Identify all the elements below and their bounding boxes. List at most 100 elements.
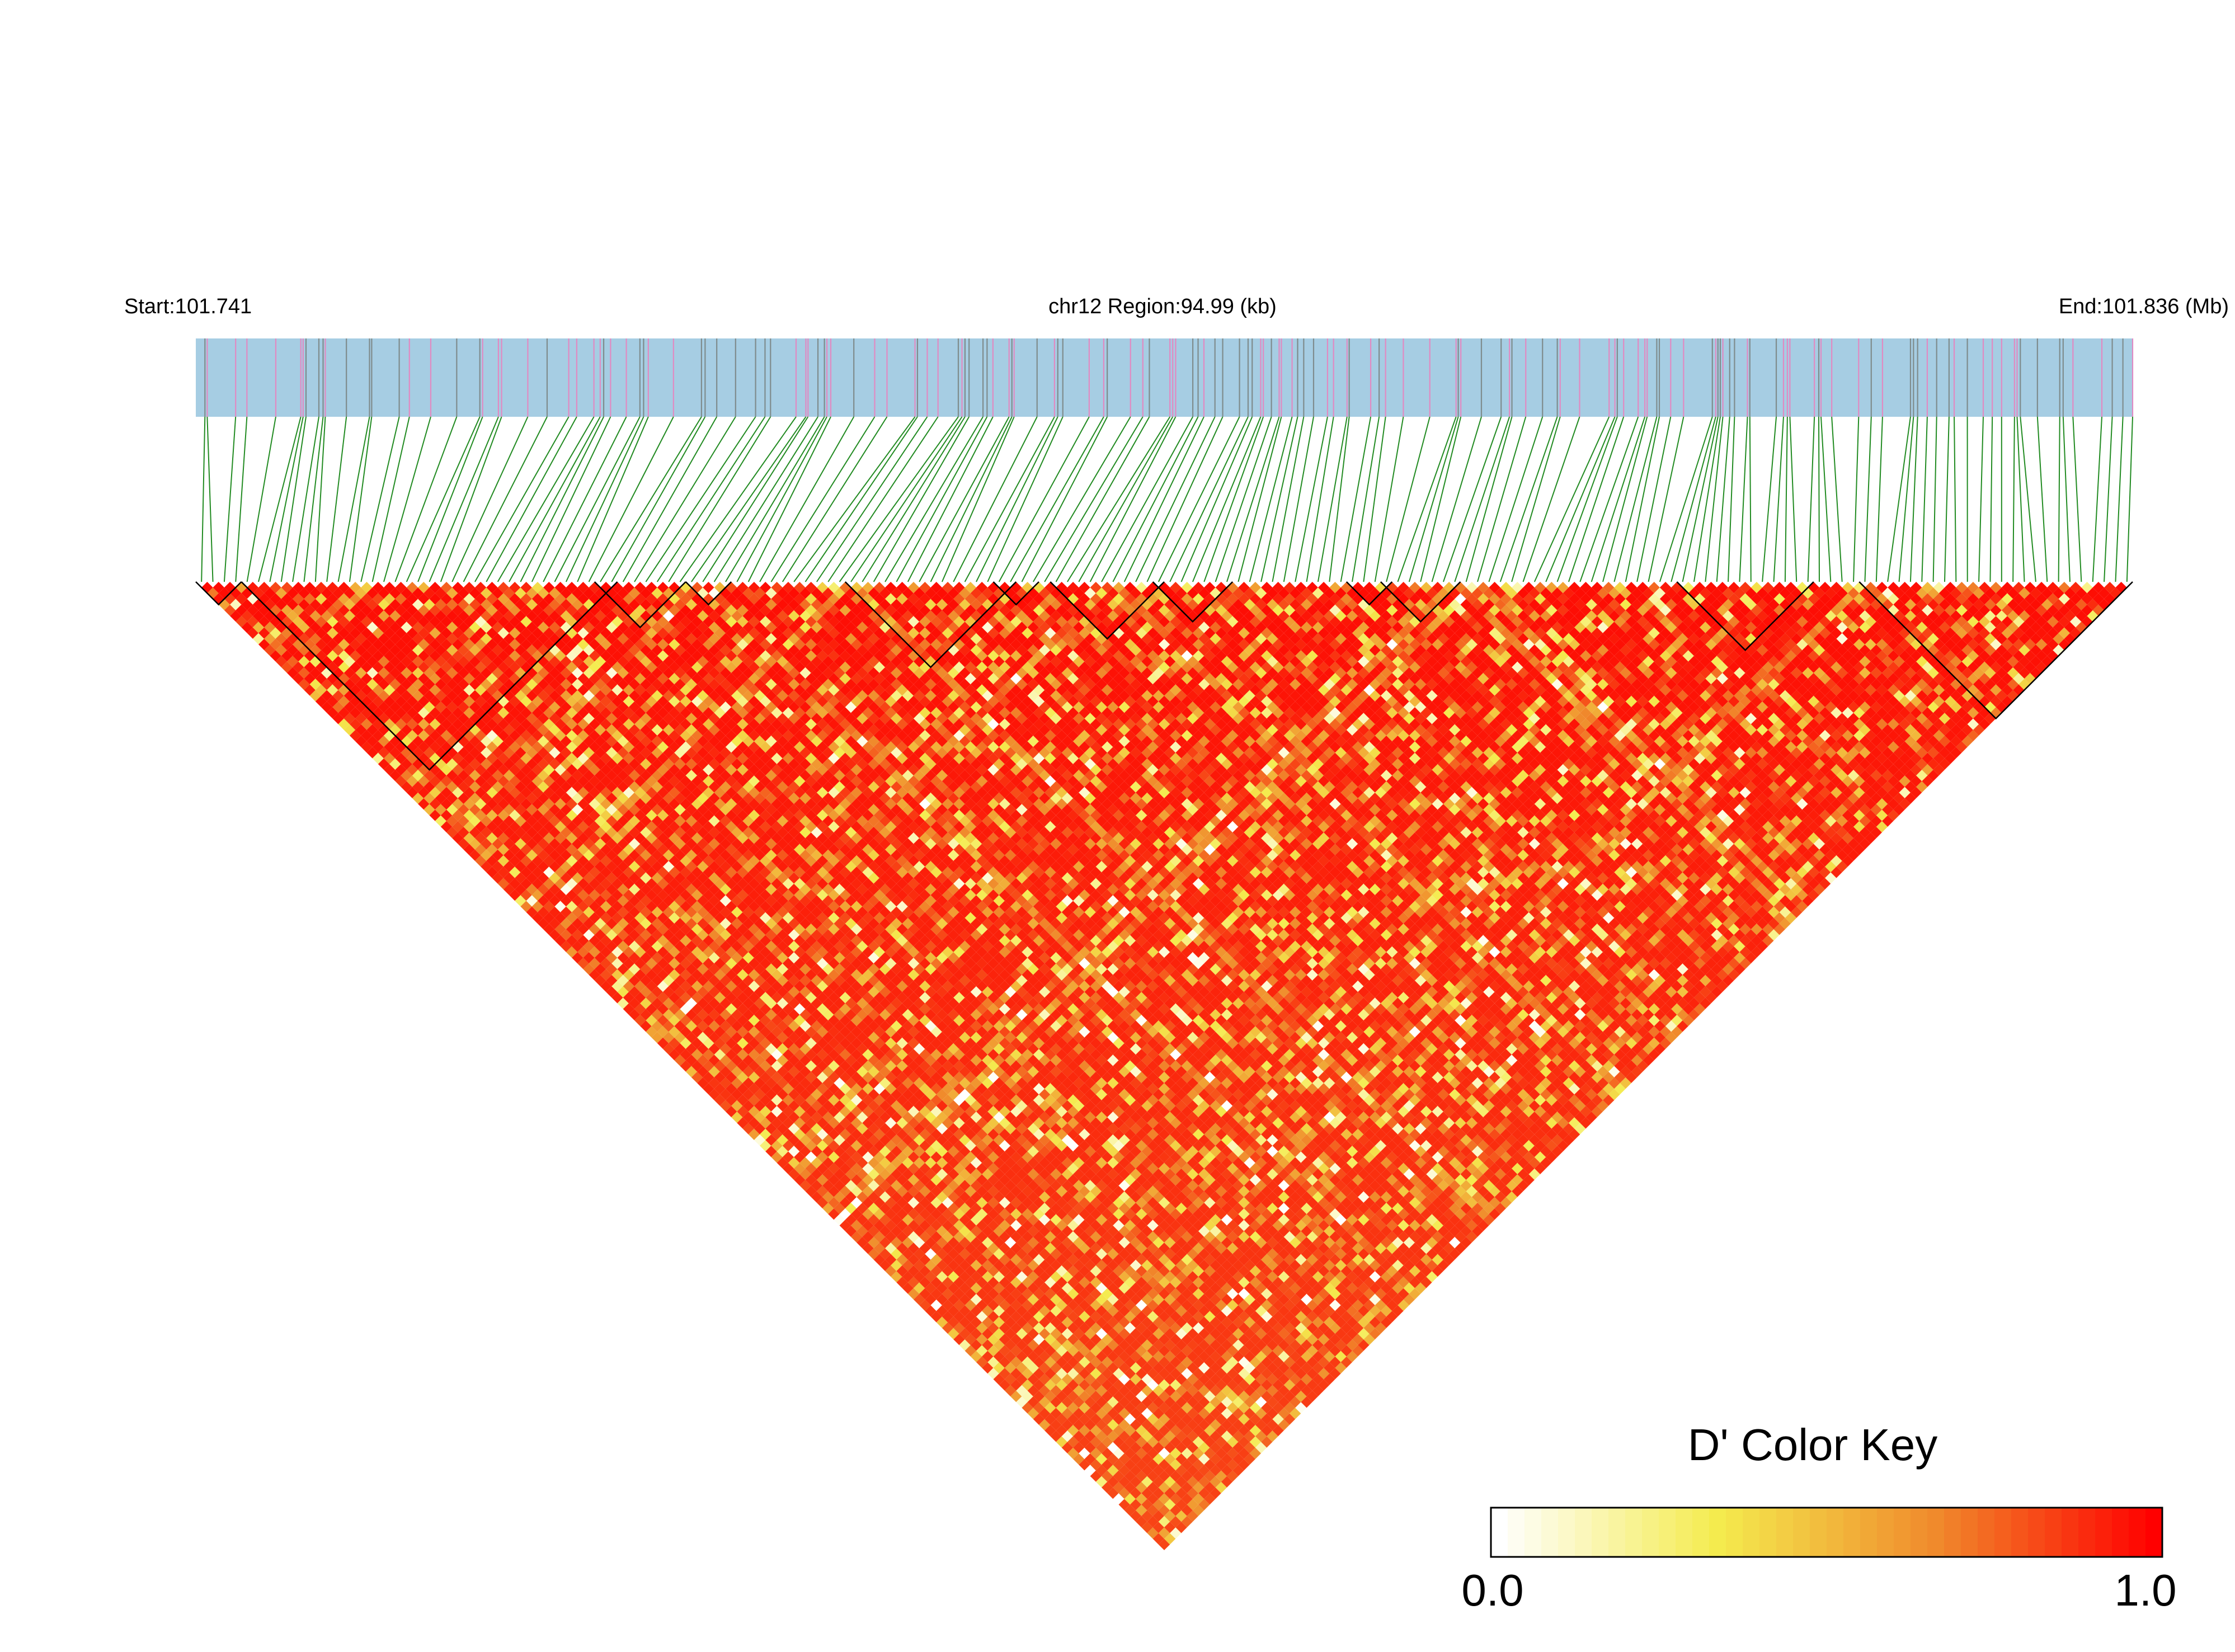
ld-cell xyxy=(725,1014,737,1027)
snp-connector xyxy=(1010,416,1104,582)
ld-cell xyxy=(252,610,265,622)
ld-cell xyxy=(925,1225,937,1237)
ld-cell xyxy=(492,838,504,850)
ld-cell xyxy=(1061,1328,1074,1340)
ld-cell xyxy=(1033,1413,1045,1425)
ld-cell xyxy=(919,1220,931,1231)
ld-cell xyxy=(583,940,595,952)
ld-cell xyxy=(1136,1402,1147,1414)
ld-cell xyxy=(907,1242,920,1254)
ld-cell xyxy=(1067,1390,1079,1402)
ld-cell xyxy=(896,1162,908,1174)
ld-cell xyxy=(1067,1334,1079,1345)
ld-cell xyxy=(879,1146,891,1157)
ld-cell xyxy=(794,1048,806,1061)
ld-cell xyxy=(1010,1356,1022,1368)
snp-connector xyxy=(725,416,825,582)
ld-cell xyxy=(418,661,430,673)
snp-connector xyxy=(1682,416,1719,582)
ld-cell xyxy=(959,1248,971,1260)
ld-cell xyxy=(885,1197,897,1209)
ld-cell xyxy=(241,610,253,622)
snp-connector xyxy=(1579,416,1639,582)
ld-cell xyxy=(651,975,663,986)
ld-cell xyxy=(1113,1390,1124,1402)
ld-cell xyxy=(543,901,555,912)
ld-cell xyxy=(526,838,538,850)
ld-cell xyxy=(982,1328,994,1340)
ld-cell xyxy=(891,1180,902,1192)
ld-cell xyxy=(366,690,378,702)
ld-cell xyxy=(907,1220,920,1231)
ld-cell xyxy=(828,1197,840,1209)
ld-cell xyxy=(919,1197,931,1209)
ld-cell xyxy=(1136,1481,1147,1494)
ld-cell xyxy=(1004,1362,1017,1374)
ld-cell xyxy=(850,1174,863,1186)
ld-cell xyxy=(822,1191,834,1203)
ld-cell xyxy=(1050,1362,1062,1374)
snp-connector xyxy=(269,416,304,582)
ld-cell xyxy=(401,690,412,702)
ld-cell xyxy=(384,695,396,708)
ld-cell xyxy=(964,1322,976,1334)
ld-cell xyxy=(366,656,378,667)
ld-cell xyxy=(332,599,344,610)
ld-cell xyxy=(1022,1311,1033,1322)
ld-cell xyxy=(959,1259,971,1272)
ld-cell xyxy=(953,1322,965,1334)
snp-connector xyxy=(201,416,206,582)
ld-cell xyxy=(583,872,595,884)
ld-cell xyxy=(1022,1334,1033,1345)
ld-cell xyxy=(1164,1476,1176,1488)
ld-cell xyxy=(509,809,521,821)
snp-connector xyxy=(804,416,918,582)
ld-cell xyxy=(1079,1402,1090,1414)
snp-connector xyxy=(429,416,499,582)
ld-cell xyxy=(993,1248,1005,1260)
ld-cell xyxy=(873,1174,886,1186)
ld-cell xyxy=(1187,1499,1199,1510)
snp-connector xyxy=(497,416,595,582)
ld-cell xyxy=(270,638,281,651)
ld-cell xyxy=(1056,1390,1067,1402)
ld-cell xyxy=(1061,1396,1074,1408)
ld-cell xyxy=(891,1271,902,1283)
ld-cell xyxy=(805,1151,817,1163)
snp-connector xyxy=(884,416,984,582)
snp-connector xyxy=(1789,416,1798,582)
snp-connector xyxy=(1112,416,1199,582)
ld-cell xyxy=(1107,1430,1119,1442)
ld-cell xyxy=(1136,1504,1147,1516)
snp-connector-lines xyxy=(201,416,2133,582)
ld-cell xyxy=(543,855,555,867)
ld-cell xyxy=(366,667,378,679)
ld-cell xyxy=(1124,1379,1136,1391)
ld-cell xyxy=(281,650,293,662)
ld-cell xyxy=(896,1277,908,1288)
ld-cell xyxy=(1164,1465,1176,1476)
ld-cell xyxy=(1164,1487,1176,1499)
ld-cell xyxy=(474,798,487,810)
ld-cell xyxy=(492,872,504,884)
ld-cell xyxy=(691,969,703,981)
ld-cell xyxy=(1113,1379,1124,1391)
snp-connector xyxy=(1215,416,1272,582)
ld-cell xyxy=(987,1356,999,1368)
ld-cell xyxy=(474,832,487,844)
ld-cell xyxy=(1033,1368,1045,1380)
ld-cell xyxy=(1124,1413,1136,1425)
ld-cell xyxy=(349,627,361,639)
ld-cell xyxy=(805,1174,817,1186)
ld-cell xyxy=(907,1265,920,1277)
snp-connector xyxy=(634,416,736,582)
ld-cell xyxy=(560,929,572,941)
ld-cell xyxy=(366,724,378,736)
ld-cell xyxy=(1124,1481,1136,1494)
snp-connector xyxy=(1089,416,1177,582)
snp-connector xyxy=(2012,416,2015,582)
snp-connector xyxy=(702,416,809,582)
ld-cell xyxy=(560,826,572,839)
ld-cell xyxy=(873,1197,886,1209)
snp-connector xyxy=(1123,416,1204,582)
